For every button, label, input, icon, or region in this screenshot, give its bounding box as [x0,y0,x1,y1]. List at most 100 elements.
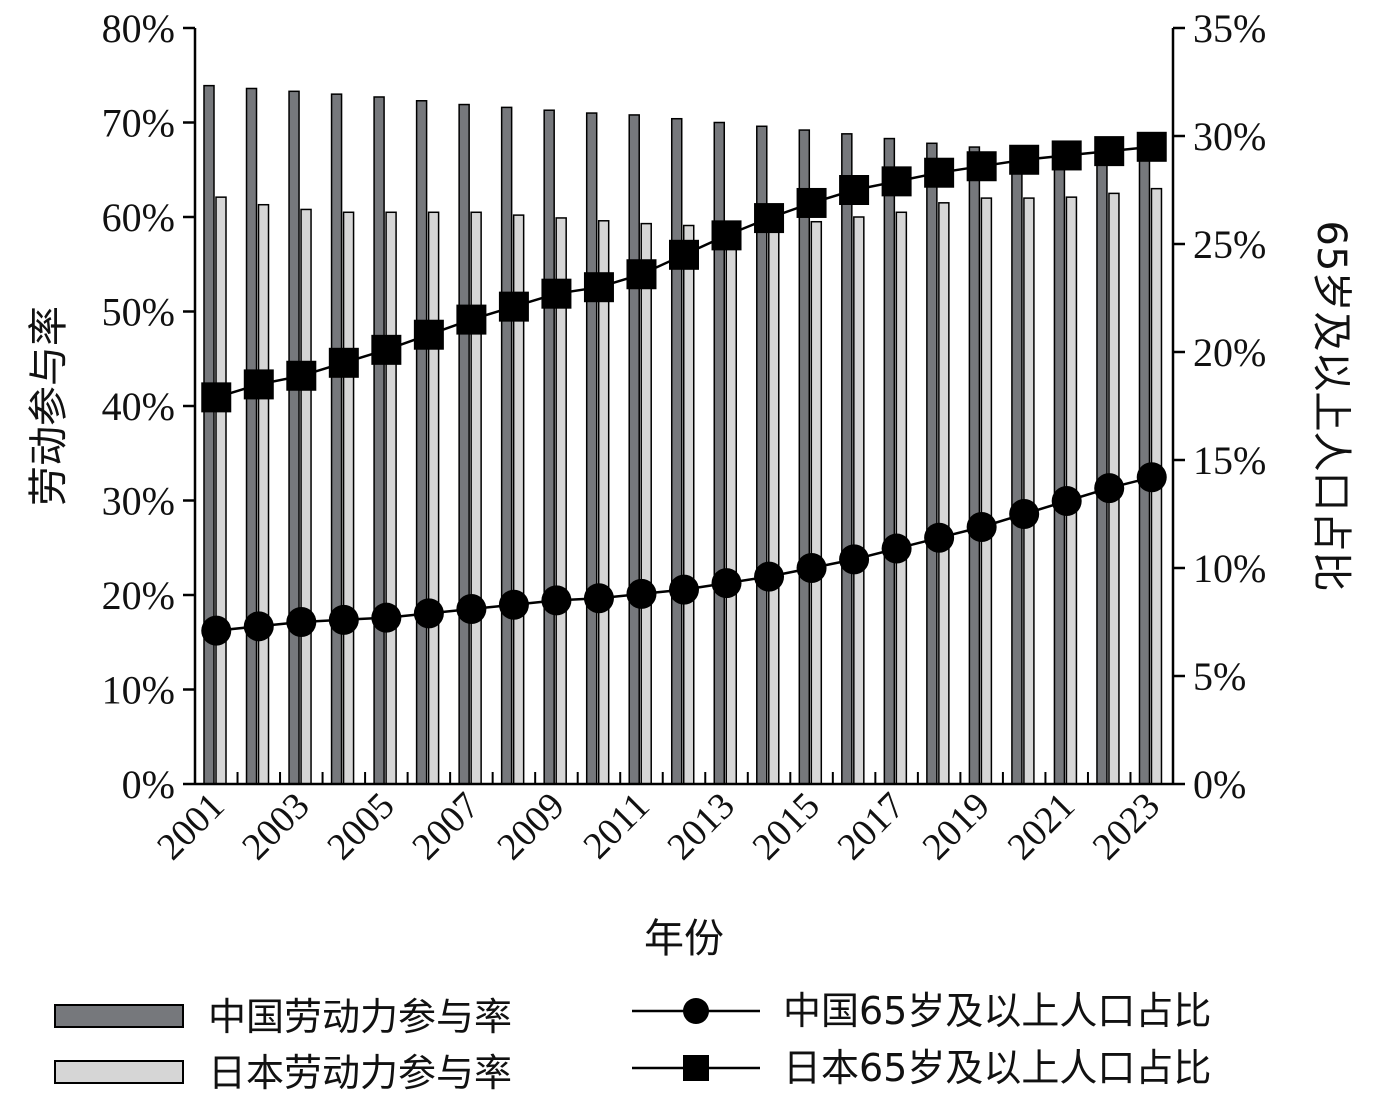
legend-label-japan-aged: 日本65岁及以上人口占比 [783,1046,1211,1090]
point-china-aged-2004 [328,604,359,635]
bar-china-lfpr-2020 [1011,151,1023,785]
point-japan-aged-2006 [413,319,444,350]
point-japan-aged-2008 [498,291,529,322]
point-japan-aged-2012 [669,239,699,270]
point-china-aged-2007 [456,594,487,625]
x-tick-label: 2019 [915,785,998,868]
left-tick-label: 40% [102,384,175,429]
bar-china-lfpr-2016 [841,133,853,785]
bar-china-lfpr-2017 [883,137,896,785]
point-china-aged-2020 [1009,499,1040,529]
bar-japan-lfpr-2013 [725,222,738,785]
point-japan-aged-2019 [966,151,997,182]
point-japan-aged-2015 [796,187,827,218]
bar-china-lfpr-2006 [415,100,428,785]
point-japan-aged-2013 [711,220,742,251]
point-china-aged-2019 [966,511,997,542]
bar-japan-lfpr-2016 [853,216,865,785]
bar-china-lfpr-2018 [926,142,938,785]
point-china-aged-2003 [286,607,317,637]
bar-japan-lfpr-2006 [427,211,440,785]
legend-label-japan-lfpr: 日本劳动力参与率 [208,1051,512,1095]
right-tick-label: 30% [1193,114,1266,159]
x-tick-label: 2015 [744,785,827,868]
point-japan-aged-2004 [328,347,359,378]
point-japan-aged-2002 [243,369,274,400]
right-tick-label: 10% [1193,546,1266,591]
x-tick-label: 2017 [830,785,913,868]
x-tick-label: 2003 [234,785,317,868]
point-china-aged-2006 [413,598,444,629]
right-tick-label: 15% [1193,438,1266,483]
bar-china-lfpr-2010 [585,112,598,785]
point-japan-aged-2007 [456,304,487,335]
bar-china-lfpr-2008 [500,106,513,785]
left-tick-label: 30% [102,479,175,524]
bar-china-lfpr-2007 [458,103,470,785]
point-japan-aged-2018 [924,157,955,188]
point-china-aged-2005 [371,602,402,633]
point-china-aged-2012 [669,574,699,605]
bar-china-lfpr-2015 [798,129,811,785]
legend-label-china-aged: 中国65岁及以上人口占比 [783,989,1211,1033]
point-japan-aged-2005 [371,334,402,365]
point-china-aged-2002 [243,611,274,642]
left-tick-label: 20% [102,573,175,618]
bar-japan-lfpr-2007 [470,211,482,785]
plot-area [201,84,1167,785]
x-tick-label: 2021 [1000,785,1083,868]
point-japan-aged-2022 [1094,136,1125,167]
point-japan-aged-2010 [583,272,614,303]
point-china-aged-2023 [1136,462,1167,493]
legend: 中国劳动力参与率 日本劳动力参与率 中国65岁及以上人口占比 日本65岁及以上人… [54,989,1211,1095]
point-china-aged-2021 [1051,486,1082,517]
point-china-aged-2016 [839,544,870,575]
bar-japan-lfpr-2020 [1023,197,1035,785]
bar-china-lfpr-2001 [203,84,215,785]
point-japan-aged-2017 [881,166,912,197]
point-japan-aged-2009 [541,278,572,309]
legend-marker-japan-aged [683,1055,709,1081]
point-china-aged-2011 [626,578,657,609]
point-japan-aged-2023 [1136,131,1167,162]
point-china-aged-2010 [583,583,614,614]
bar-china-lfpr-2012 [670,117,683,785]
bar-china-lfpr-2021 [1053,151,1066,785]
point-japan-aged-2003 [286,360,317,391]
right-tick-label: 35% [1193,6,1266,51]
bar-japan-lfpr-2019 [980,197,993,785]
left-tick-label: 60% [102,195,175,240]
point-china-aged-2013 [711,568,742,599]
legend-label-china-lfpr: 中国劳动力参与率 [208,995,512,1039]
bar-japan-lfpr-2017 [895,211,908,785]
bar-china-lfpr-2022 [1096,151,1108,785]
point-china-aged-2022 [1094,473,1125,504]
x-tick-label: 2005 [319,785,402,868]
x-tick-label: 2009 [489,785,572,868]
bar-china-lfpr-2009 [543,109,555,785]
point-japan-aged-2020 [1009,144,1040,175]
legend-marker-china-aged [683,998,709,1024]
bar-japan-lfpr-2015 [810,220,823,785]
bar-japan-lfpr-2004 [342,211,355,785]
point-china-aged-2017 [881,533,912,564]
bar-japan-lfpr-2001 [215,196,227,785]
point-china-aged-2014 [754,561,785,592]
x-tick-label: 2007 [404,785,487,868]
point-china-aged-2001 [201,615,232,646]
bar-china-lfpr-2003 [288,90,300,785]
bar-japan-lfpr-2005 [385,211,397,785]
legend-swatch-japan-lfpr [54,1060,184,1084]
right-axis-title: 65岁及以上人口占比 [1308,221,1354,592]
point-china-aged-2008 [498,589,529,620]
left-axis-title: 劳动参与率 [26,306,72,506]
bar-japan-lfpr-2012 [682,224,695,785]
right-tick-label: 5% [1193,654,1246,699]
point-japan-aged-2011 [626,259,657,290]
point-japan-aged-2001 [201,382,232,413]
left-tick-label: 10% [102,668,175,713]
bar-china-lfpr-2002 [245,87,258,785]
x-tick-label: 2011 [575,785,657,867]
right-tick-label: 20% [1193,330,1266,375]
